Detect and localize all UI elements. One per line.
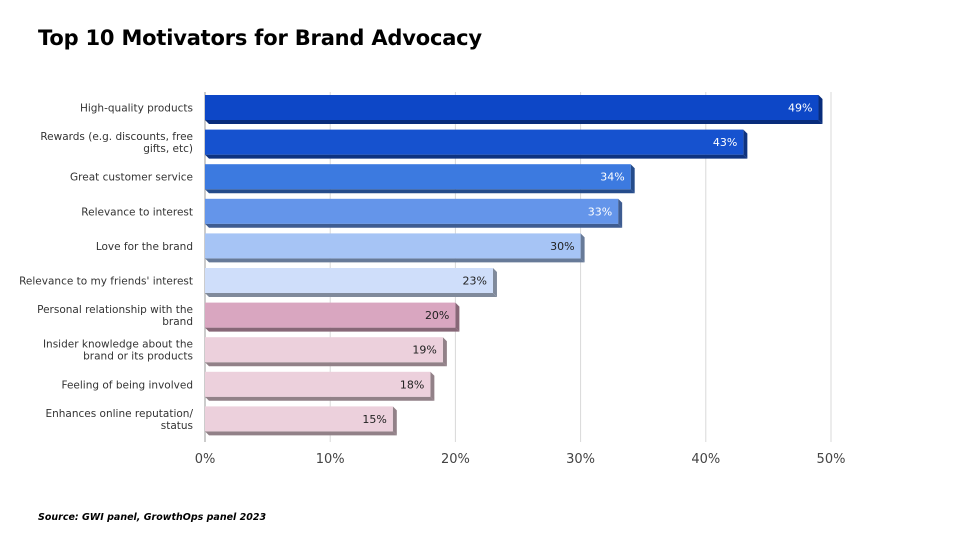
category-label-line: Great customer service xyxy=(70,172,193,184)
category-labels: High-quality products Rewards (e.g. disco… xyxy=(19,103,193,432)
bar-bottom-face xyxy=(205,223,623,228)
category-label-line: gifts, etc) xyxy=(143,143,193,155)
bar-side-face xyxy=(818,95,823,124)
x-tick-label: 10% xyxy=(316,452,345,467)
bar-front-face xyxy=(205,302,456,328)
bar-front-face xyxy=(205,95,819,120)
bar-side-face xyxy=(442,337,447,367)
bar-front-face xyxy=(205,406,393,432)
bar xyxy=(205,95,823,124)
category-label: Enhances online reputation/status xyxy=(45,408,193,432)
bar-bottom-face xyxy=(205,293,497,297)
category-label: Love for the brand xyxy=(96,241,193,253)
bar-side-face xyxy=(492,268,497,297)
category-label-line: Love for the brand xyxy=(96,241,193,253)
data-label: 15% xyxy=(362,413,386,426)
bar-front-face xyxy=(205,233,581,259)
page-title: Top 10 Motivators for Brand Advocacy xyxy=(38,26,482,50)
data-label: 34% xyxy=(600,171,624,184)
bar xyxy=(205,371,435,401)
bar-bottom-face xyxy=(205,362,447,367)
category-label: Great customer service xyxy=(70,172,193,184)
bar-bottom-face xyxy=(205,120,823,124)
x-tick-label: 40% xyxy=(691,452,720,467)
data-label: 43% xyxy=(713,136,737,149)
bar-front-face xyxy=(205,164,631,190)
bars: 49% 43% 34% 33% 30% 23% 20% 19% 18% 15% xyxy=(205,95,823,436)
bar-bottom-face xyxy=(205,396,435,401)
data-label: 19% xyxy=(412,344,436,357)
category-label-line: Relevance to my friends' interest xyxy=(19,276,193,288)
data-label: 49% xyxy=(788,102,812,115)
bar xyxy=(205,406,397,436)
data-label: 20% xyxy=(425,309,449,322)
data-label: 18% xyxy=(400,378,424,391)
bar xyxy=(205,302,460,332)
source-note: Source: GWI panel, GrowthOps panel 2023 xyxy=(38,512,267,523)
bar-side-face xyxy=(430,371,435,401)
category-label: High-quality products xyxy=(80,103,193,115)
bar xyxy=(205,233,585,263)
bar-front-face xyxy=(205,371,431,397)
category-label-line: Feeling of being involved xyxy=(61,379,193,391)
category-label-line: Insider knowledge about the xyxy=(43,339,193,351)
bar-side-face xyxy=(618,198,623,228)
bar-front-face xyxy=(205,337,443,363)
bar-front-face xyxy=(205,129,744,155)
x-tick-label: 30% xyxy=(566,452,595,467)
bar-front-face xyxy=(205,268,493,293)
bar xyxy=(205,268,497,297)
bar xyxy=(205,164,635,194)
x-tick-label: 50% xyxy=(817,452,846,467)
category-label-line: status xyxy=(161,420,193,432)
category-label: Relevance to my friends' interest xyxy=(19,276,193,288)
category-label: Relevance to interest xyxy=(81,206,193,218)
bar-bottom-face xyxy=(205,189,635,194)
x-tick-label: 20% xyxy=(441,452,470,467)
data-label: 33% xyxy=(588,205,612,218)
category-label-line: Relevance to interest xyxy=(81,206,193,218)
bar xyxy=(205,129,748,159)
category-label-line: Rewards (e.g. discounts, free xyxy=(40,131,193,143)
bar-side-face xyxy=(580,233,585,263)
category-label-line: High-quality products xyxy=(80,103,193,115)
data-label: 30% xyxy=(550,240,574,253)
x-tick-label: 0% xyxy=(195,452,216,467)
category-label-line: brand xyxy=(162,316,193,328)
bar-bottom-face xyxy=(205,154,748,159)
bar xyxy=(205,337,447,367)
bar xyxy=(205,198,623,228)
x-axis-tick-labels: 0% 10% 20% 30% 40% 50% xyxy=(195,452,846,467)
bar-side-face xyxy=(455,302,460,332)
category-label-line: brand or its products xyxy=(83,351,193,363)
bar-bottom-face xyxy=(205,327,460,332)
bar-bottom-face xyxy=(205,258,585,263)
bar-bottom-face xyxy=(205,431,397,436)
bar-side-face xyxy=(392,406,397,436)
category-label-line: Enhances online reputation/ xyxy=(45,408,193,420)
category-label: Feeling of being involved xyxy=(61,379,193,391)
bar-side-face xyxy=(743,129,748,159)
bar-side-face xyxy=(630,164,635,194)
bar-front-face xyxy=(205,198,619,224)
data-label: 23% xyxy=(463,275,487,288)
category-label-line: Personal relationship with the xyxy=(37,304,193,316)
